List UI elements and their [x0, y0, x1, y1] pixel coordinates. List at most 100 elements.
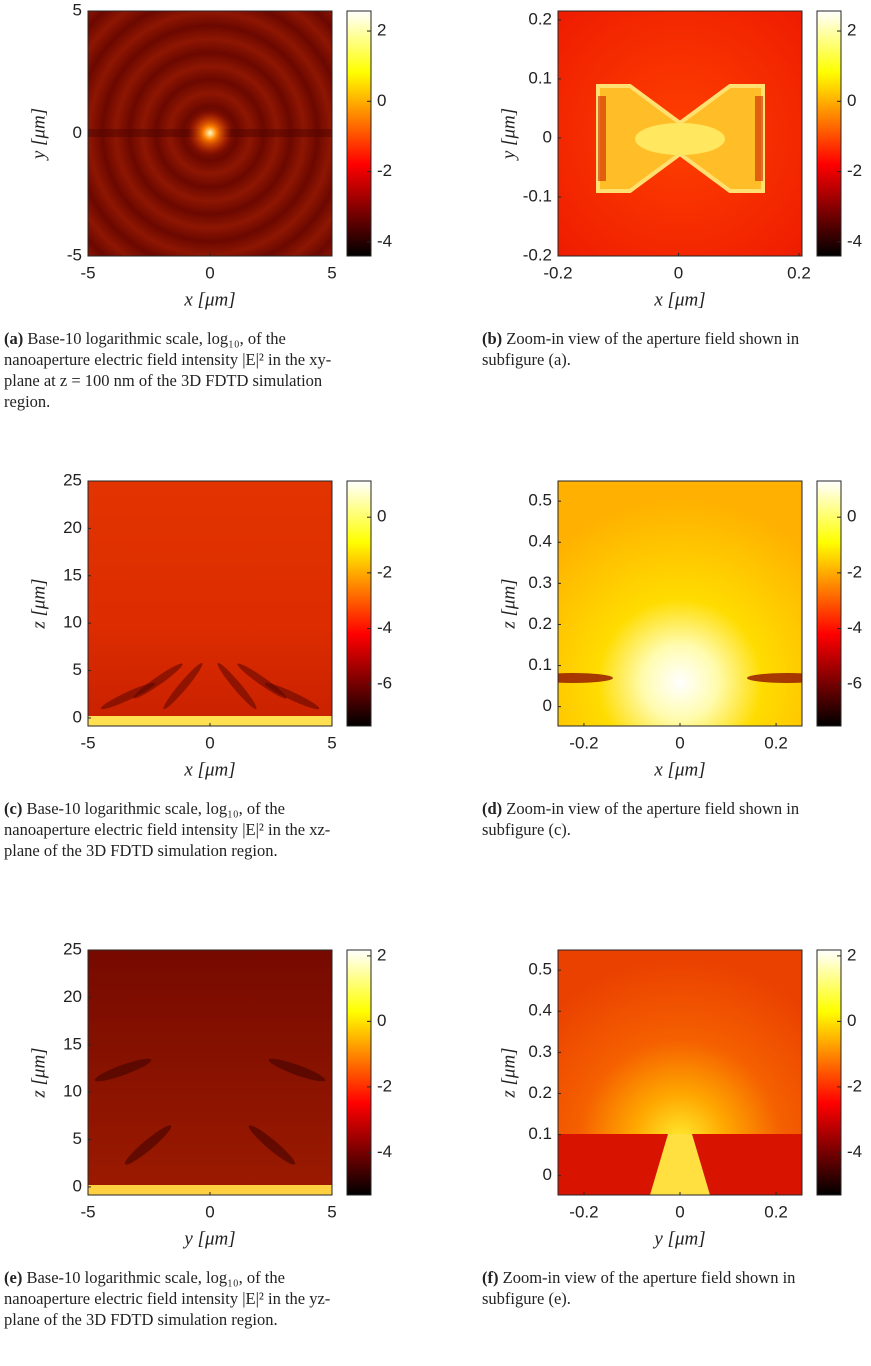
y-tick-label: 20 [63, 987, 82, 1006]
caption: (c) Base-10 logarithmic scale, log₁₀, of… [4, 798, 364, 861]
x-tick-label: -0.2 [569, 733, 598, 752]
colorbar [346, 480, 372, 727]
y-tick-label: -0.2 [523, 245, 552, 264]
x-tick-label: 0 [674, 263, 683, 282]
y-tick-label: 0.1 [528, 655, 552, 674]
colorbar [816, 949, 842, 1196]
x-tick-label: 0 [675, 1202, 684, 1221]
y-axis-label: z [μm] [28, 1047, 49, 1098]
y-tick-label: 20 [63, 518, 82, 537]
dark-lobe [268, 1058, 326, 1082]
x-axis-label: x [μm] [653, 759, 705, 780]
colorbar-tick-label: -2 [847, 1076, 862, 1095]
caption-label: (b) [482, 329, 503, 348]
caption-text: Base-10 logarithmic scale, log₁₀, of the… [4, 329, 332, 411]
y-tick-label: 25 [63, 470, 82, 489]
x-tick-label: 0.2 [764, 733, 788, 752]
axes-frame [557, 10, 803, 257]
dark-lobe [100, 682, 156, 710]
colorbar [816, 10, 842, 257]
caption: (f) Zoom-in view of the aperture field s… [482, 1267, 842, 1309]
heatmap-group [558, 950, 802, 1195]
y-tick-label: 0.5 [528, 960, 552, 979]
x-tick-label: -0.2 [569, 1202, 598, 1221]
y-tick-label: 0.2 [528, 1083, 552, 1102]
colorbar [346, 949, 372, 1196]
caption-text: Zoom-in view of the aperture field shown… [482, 1268, 796, 1308]
y-axis-label: y [μm] [28, 108, 49, 161]
caption-label: (f) [482, 1268, 499, 1287]
dark-lobe [124, 1125, 172, 1165]
caption: (d) Zoom-in view of the aperture field s… [482, 798, 842, 840]
x-tick-label: -5 [80, 263, 95, 282]
caption-text: Zoom-in view of the aperture field shown… [482, 329, 800, 369]
colorbar-tick-label: -2 [377, 562, 392, 581]
colorbar-tick-label: -4 [847, 618, 862, 637]
y-tick-label: 15 [63, 1034, 82, 1053]
y-tick-label: 0.5 [528, 491, 552, 510]
substrate [88, 716, 332, 726]
x-tick-label: 0 [675, 733, 684, 752]
y-tick-label: 0.3 [528, 1042, 552, 1061]
substrate [88, 1185, 332, 1195]
y-tick-label: 5 [73, 660, 82, 679]
colorbar-tick-label: -6 [847, 674, 862, 693]
y-tick-label: 0 [543, 696, 552, 715]
heatmap-group [88, 11, 332, 256]
dark-lobe [94, 1058, 152, 1082]
colorbar-tick-label: -2 [377, 161, 392, 180]
caption-label: (c) [4, 799, 23, 818]
y-tick-label: 0.4 [528, 532, 552, 551]
caption-label: (e) [4, 1268, 23, 1287]
colorbar-tick-label: 2 [377, 945, 386, 964]
colorbar-tick-label: -4 [377, 231, 392, 250]
caption-text: Zoom-in view of the aperture field shown… [482, 799, 800, 839]
y-tick-label: 10 [63, 613, 82, 632]
colorbar-tick-label: 0 [377, 91, 386, 110]
x-tick-label: 5 [327, 263, 336, 282]
colorbar-tick-label: -2 [847, 161, 862, 180]
x-tick-label: -5 [80, 733, 95, 752]
y-axis-label: z [μm] [498, 578, 519, 629]
colorbar-tick-label: 2 [377, 21, 386, 40]
dark-lobe [264, 682, 320, 710]
colorbar-tick-label: -4 [847, 1142, 862, 1161]
glow [150, 677, 270, 726]
heatmap-group [558, 11, 802, 256]
x-axis-label: x [μm] [183, 759, 235, 780]
edge-shade [598, 96, 606, 181]
y-tick-label: 0 [543, 1165, 552, 1184]
heatmap-group [88, 481, 332, 726]
y-tick-label: -5 [67, 245, 82, 264]
y-tick-label: 0 [543, 127, 552, 146]
y-tick-label: 10 [63, 1082, 82, 1101]
y-tick-label: 5 [73, 0, 82, 19]
x-tick-label: 0 [205, 733, 214, 752]
x-tick-label: -5 [80, 1202, 95, 1221]
colorbar [346, 10, 372, 257]
y-tick-label: 0.2 [528, 9, 552, 28]
y-tick-label: 15 [63, 565, 82, 584]
colorbar-tick-label: 0 [847, 91, 856, 110]
y-tick-label: 5 [73, 1129, 82, 1148]
y-tick-label: 25 [63, 939, 82, 958]
edge-shade [755, 96, 763, 181]
x-tick-label: 0 [205, 263, 214, 282]
colorbar-tick-label: -4 [847, 231, 862, 250]
y-tick-label: 0.3 [528, 573, 552, 592]
y-tick-label: 0.1 [528, 1124, 552, 1143]
dark-lobe [558, 673, 613, 683]
x-tick-label: 5 [327, 1202, 336, 1221]
x-tick-label: 0.2 [764, 1202, 788, 1221]
heatmap-group [558, 481, 802, 726]
x-axis-label: y [μm] [182, 1228, 235, 1249]
y-tick-label: 0 [73, 1176, 82, 1195]
colorbar-tick-label: 0 [847, 1011, 856, 1030]
y-tick-label: 0.1 [528, 68, 552, 87]
caption: (a) Base-10 logarithmic scale, log₁₀, of… [4, 328, 364, 412]
x-tick-label: 0.2 [787, 263, 811, 282]
colorbar-tick-label: 2 [847, 945, 856, 964]
colorbar-tick-label: -2 [377, 1076, 392, 1095]
caption: (b) Zoom-in view of the aperture field s… [482, 328, 842, 370]
